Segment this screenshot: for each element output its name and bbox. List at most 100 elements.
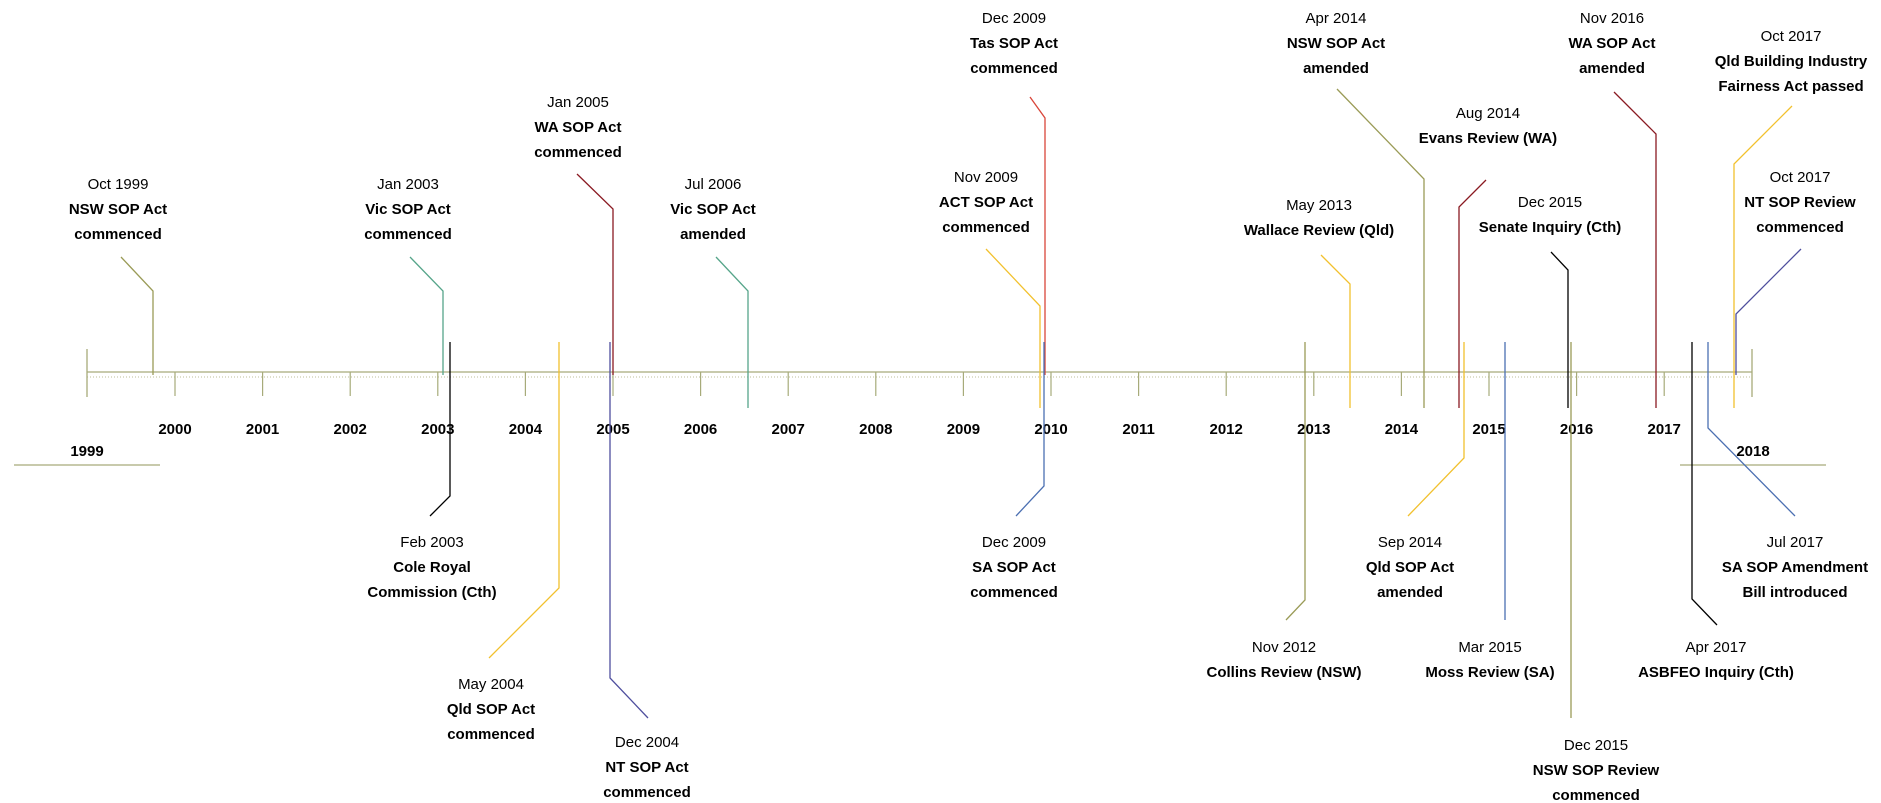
year-label: 2015 [1472,421,1505,438]
event-description: Wallace Review (Qld) [1244,222,1394,239]
event-date: Dec 2009 [982,10,1046,27]
year-label: 2010 [1034,421,1067,438]
event-date: Dec 2015 [1518,194,1582,211]
event-description: commenced [970,584,1058,601]
timeline-event: Jul 2017 SA SOP Amendment Bill introduced [1707,342,1868,601]
event-description: NSW SOP Act [69,201,167,218]
timeline-event: Dec 2015 NSW SOP Review commenced [1533,342,1660,803]
event-description: ACT SOP Act [939,194,1033,211]
event-description: SA SOP Amendment [1722,559,1868,576]
year-label: 2001 [246,421,279,438]
year-label: 2012 [1210,421,1243,438]
event-description: ASBFEO Inquiry (Cth) [1638,664,1794,681]
year-label: 1999 [70,443,103,460]
event-date: Apr 2014 [1306,10,1367,27]
event-description: Tas SOP Act [970,35,1058,52]
year-label: 2016 [1560,421,1593,438]
timeline-event: Apr 2017 ASBFEO Inquiry (Cth) [1638,342,1794,681]
year-label: 2008 [859,421,892,438]
event-description: Qld SOP Act [447,701,535,718]
year-label: 2018 [1736,443,1769,460]
event-connector [409,256,444,375]
event-description: WA SOP Act [1569,35,1656,52]
event-date: Oct 2017 [1761,28,1822,45]
event-connector [1458,179,1487,408]
event-description: Cole Royal [393,559,471,576]
year-label: 2000 [158,421,191,438]
event-connector [1691,342,1718,626]
event-description: commenced [1756,219,1844,236]
timeline-event: Apr 2014 NSW SOP Act amended [1287,10,1425,408]
year-label: 2017 [1648,421,1681,438]
timeline-event: Dec 2004 NT SOP Act commenced [603,342,691,801]
event-description: amended [1579,60,1645,77]
timeline-event: Nov 2012 Collins Review (NSW) [1206,342,1362,681]
event-connector [1613,91,1657,408]
timeline-event: Sep 2014 Qld SOP Act amended [1366,342,1465,601]
event-description: amended [680,226,746,243]
event-date: Feb 2003 [400,534,463,551]
event-date: Dec 2004 [615,734,679,751]
event-connector [1707,342,1796,517]
event-date: Jan 2003 [377,176,439,193]
event-description: NSW SOP Review [1533,762,1660,779]
event-description: Fairness Act passed [1718,78,1863,95]
event-description: NT SOP Act [605,759,688,776]
event-description: Qld Building Industry [1715,53,1868,70]
timeline-event: May 2013 Wallace Review (Qld) [1244,197,1394,408]
event-connector [576,173,614,375]
timeline-event: Dec 2009 SA SOP Act commenced [970,342,1058,601]
event-description: commenced [534,144,622,161]
year-label: 2014 [1385,421,1419,438]
timeline-axis: 1999 2000 2001 2002 2003 2004 2005 2006 2007 2008… [14,349,1826,466]
timeline-events: Oct 1999 NSW SOP Act commenced Jan 2003 Vic … [69,10,1868,803]
timeline-event: Nov 2009 ACT SOP Act commenced [939,169,1041,408]
event-date: Oct 2017 [1770,169,1831,186]
year-label: 2009 [947,421,980,438]
timeline-event: Aug 2014 Evans Review (WA) [1419,105,1557,408]
event-description: Bill introduced [1743,584,1848,601]
year-label: 2002 [334,421,367,438]
event-description: commenced [970,60,1058,77]
event-connector [1285,342,1306,621]
timeline-event: Jul 2006 Vic SOP Act amended [670,176,756,408]
event-date: Oct 1999 [88,176,149,193]
timeline-event: Dec 2009 Tas SOP Act commenced [970,10,1058,375]
event-connector [1733,105,1793,408]
event-date: Jan 2005 [547,94,609,111]
event-description: Senate Inquiry (Cth) [1479,219,1622,236]
event-date: Dec 2009 [982,534,1046,551]
event-description: commenced [942,219,1030,236]
event-description: amended [1377,584,1443,601]
event-date: Jul 2006 [685,176,742,193]
timeline-event: Oct 2017 NT SOP Review commenced [1735,169,1856,375]
event-description: commenced [364,226,452,243]
timeline-event: Jan 2005 WA SOP Act commenced [534,94,622,375]
event-date: Sep 2014 [1378,534,1442,551]
event-description: commenced [1552,787,1640,803]
event-description: NT SOP Review [1744,194,1856,211]
event-description: commenced [603,784,691,801]
event-connector [1550,251,1569,408]
event-connector [429,342,451,517]
timeline-event: Mar 2015 Moss Review (SA) [1425,342,1555,681]
event-description: Commission (Cth) [367,584,496,601]
event-description: Vic SOP Act [670,201,756,218]
year-label: 2011 [1122,421,1155,438]
timeline-event: Oct 2017 Qld Building Industry Fairness Ac… [1715,28,1868,408]
timeline-event: Jan 2003 Vic SOP Act commenced [364,176,452,375]
event-date: Nov 2009 [954,169,1018,186]
event-description: SA SOP Act [972,559,1056,576]
timeline-event: Oct 1999 NSW SOP Act commenced [69,176,167,375]
event-connector [1407,342,1465,517]
event-description: Qld SOP Act [1366,559,1454,576]
timeline-event: Feb 2003 Cole Royal Commission (Cth) [367,342,497,601]
timeline-event: Nov 2016 WA SOP Act amended [1569,10,1657,408]
year-label: 2013 [1297,421,1330,438]
event-description: WA SOP Act [535,119,622,136]
event-connector [488,342,560,659]
event-date: Dec 2015 [1564,737,1628,754]
year-label: 2006 [684,421,717,438]
event-date: Mar 2015 [1458,639,1521,656]
